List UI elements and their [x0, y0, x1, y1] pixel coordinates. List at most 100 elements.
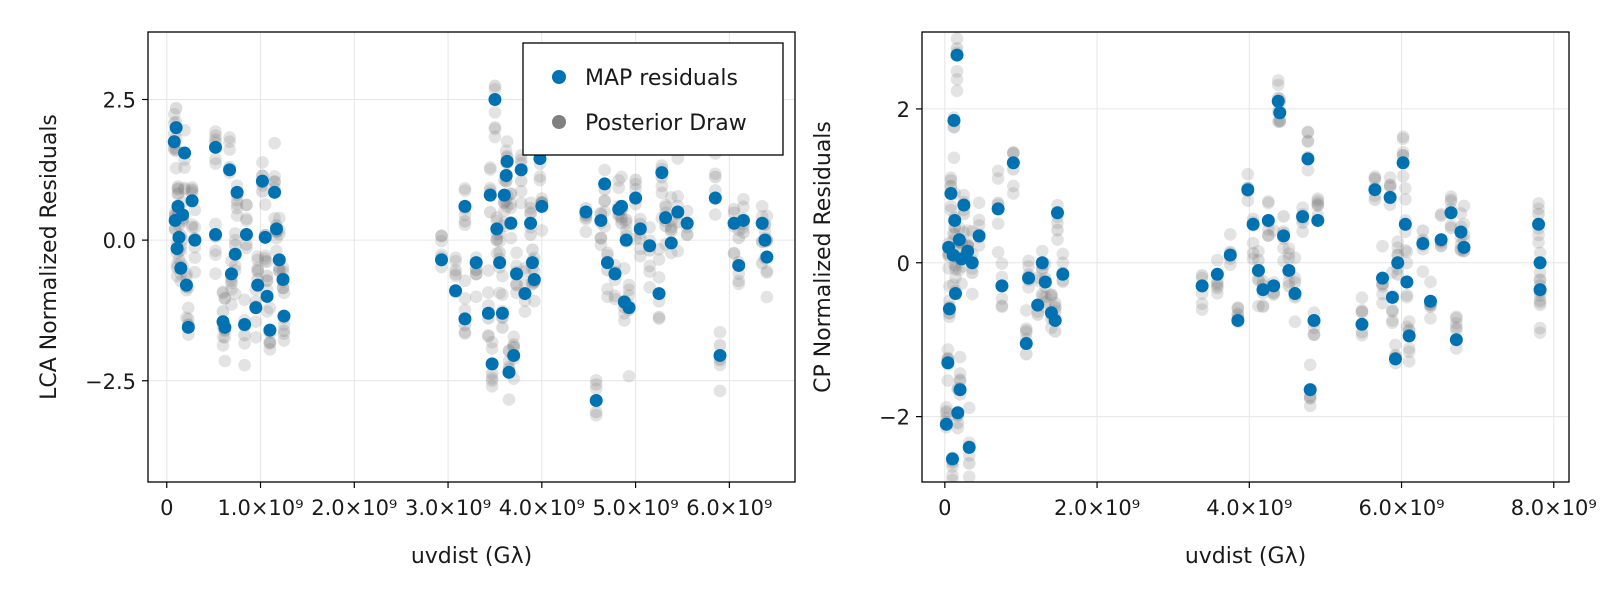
posterior-draw-point: [680, 228, 694, 242]
map-residual-point: [1195, 279, 1209, 293]
posterior-draw-point: [185, 218, 199, 231]
posterior-draw-point: [950, 73, 964, 86]
map-residual-point: [1416, 237, 1430, 251]
posterior-draw-point: [589, 405, 603, 419]
posterior-draw-point: [449, 269, 462, 283]
x-axis-title: uvdist (Gλ): [1185, 544, 1306, 569]
posterior-draw-point: [961, 224, 974, 237]
posterior-draw-point: [240, 198, 253, 212]
posterior-draw-point: [1416, 265, 1430, 278]
posterior-draw-point: [629, 177, 642, 191]
posterior-draw-point: [218, 331, 232, 344]
posterior-draw-point: [1444, 195, 1458, 208]
posterior-draw-point: [953, 367, 967, 380]
posterior-draw-point: [171, 187, 185, 201]
map-residual-point: [185, 194, 199, 208]
posterior-draw-point: [942, 262, 955, 275]
posterior-draw-point: [167, 107, 181, 121]
posterior-draw-point: [499, 144, 513, 158]
map-residual-point: [579, 205, 593, 219]
posterior-draw-point: [664, 225, 678, 238]
map-residual-point: [732, 258, 746, 272]
posterior-draw-point: [1056, 247, 1070, 261]
map-residual-point: [952, 233, 966, 247]
y-axis-title: LCA Normalized Residuals: [37, 114, 62, 400]
posterior-draw-point: [1223, 228, 1237, 241]
posterior-draw-point: [598, 194, 611, 208]
posterior-draw-point: [1402, 355, 1416, 368]
posterior-draw-point: [1296, 225, 1309, 238]
posterior-draw-point: [1533, 273, 1547, 286]
posterior-draw-point: [1368, 172, 1382, 185]
posterior-draw-point: [1022, 281, 1035, 294]
posterior-draw-point: [218, 292, 232, 305]
posterior-draw-point: [490, 234, 504, 247]
map-residual-point: [948, 213, 962, 227]
map-residual-point: [239, 228, 253, 241]
posterior-draw-point: [732, 277, 746, 291]
map-residual-point: [1434, 233, 1448, 247]
posterior-draw-point: [251, 265, 265, 278]
map-residual-point: [945, 452, 959, 466]
map-residual-point: [619, 233, 633, 247]
posterior-draw-point: [263, 301, 277, 315]
posterior-draw-point: [1035, 287, 1049, 301]
posterior-draw-point: [1301, 125, 1315, 139]
map-residual-point: [671, 205, 685, 219]
posterior-draw-point: [1045, 288, 1058, 302]
posterior-draw-point: [947, 151, 961, 165]
posterior-draw-point: [680, 204, 694, 218]
posterior-draw-point: [962, 470, 976, 482]
map-residual-point: [181, 320, 195, 334]
map-residual-point: [260, 289, 274, 303]
posterior-draw-point: [727, 206, 741, 219]
posterior-draw-point: [1007, 147, 1020, 160]
posterior-draw-point: [458, 215, 472, 228]
posterior-draw-point: [1532, 207, 1545, 221]
posterior-draw-point: [1301, 163, 1315, 177]
x-tick-label: 0: [160, 496, 173, 520]
posterior-draw-point: [1031, 308, 1044, 321]
posterior-draw-point: [940, 406, 953, 420]
posterior-draw-point: [514, 184, 528, 198]
posterior-draw-point: [240, 214, 253, 227]
posterior-draw-point: [991, 245, 1005, 259]
posterior-draw-point: [680, 228, 694, 241]
x-tick-label: 2.0×10⁹: [311, 496, 397, 520]
map-residual-point: [249, 301, 263, 315]
posterior-draw-point: [760, 264, 774, 278]
posterior-draw-point: [957, 207, 971, 221]
posterior-draw-point: [618, 262, 631, 275]
map-residual-point: [493, 256, 507, 270]
map-residual-point: [1048, 313, 1062, 327]
map-residual-point: [643, 239, 657, 253]
posterior-draw-point: [950, 32, 964, 45]
map-residual-point: [170, 242, 184, 256]
posterior-draw-point: [218, 354, 232, 368]
posterior-draw-point: [209, 152, 222, 166]
map-residual-point: [760, 250, 774, 264]
posterior-draw-point: [1457, 199, 1471, 213]
map-residual-point: [1031, 298, 1045, 312]
posterior-draw-point: [589, 382, 603, 396]
posterior-draw-point: [240, 241, 253, 255]
posterior-draw-point: [601, 290, 614, 304]
posterior-draw-point: [496, 321, 509, 334]
map-residual-point: [1022, 271, 1036, 285]
posterior-draw-point: [953, 350, 967, 364]
posterior-draw-point: [256, 185, 269, 198]
posterior-draw-point: [1444, 190, 1458, 203]
posterior-draw-point: [1399, 193, 1412, 206]
posterior-draw-point: [1277, 254, 1290, 268]
posterior-draw-point: [251, 263, 265, 277]
posterior-draw-point: [225, 298, 238, 311]
posterior-draw-point: [1267, 224, 1280, 237]
posterior-draw-point: [268, 175, 281, 188]
map-residual-point: [276, 273, 290, 286]
posterior-draw-point: [225, 276, 238, 290]
posterior-draw-point: [1396, 132, 1410, 146]
map-residual-point: [652, 287, 666, 301]
posterior-draw-point: [188, 251, 202, 264]
posterior-draw-point: [962, 457, 976, 470]
posterior-draw-point: [1282, 275, 1296, 289]
